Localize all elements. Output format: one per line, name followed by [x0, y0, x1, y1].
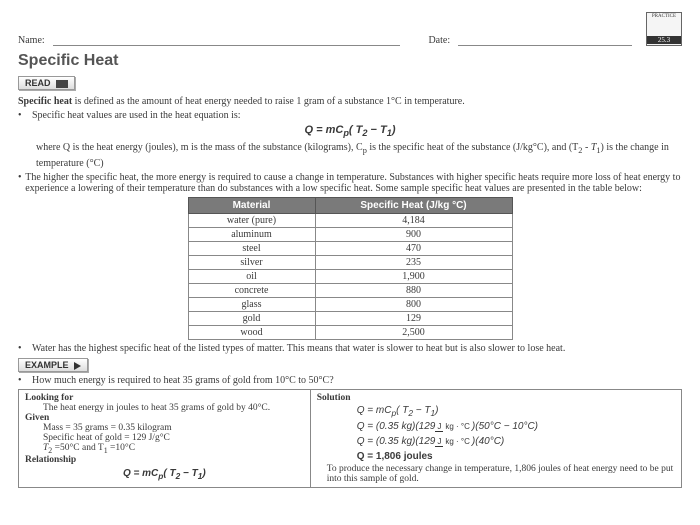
table-row: gold129	[188, 312, 512, 326]
materials-table: Material Specific Heat (J/kg °C) water (…	[188, 197, 513, 340]
given-3: T2 =50°C and T1 =10°C	[25, 443, 304, 455]
solution-equations: Q = mCp( T2 − T1) Q = (0.35 kg)(129Jkg ·…	[317, 403, 675, 464]
table-row: wood2,500	[188, 326, 512, 340]
date-line	[458, 33, 632, 46]
looking-for-head: Looking for	[25, 393, 304, 403]
example-question-text: How much energy is required to heat 35 g…	[32, 375, 334, 386]
def-text: is defined as the amount of heat energy …	[72, 96, 465, 107]
main-equation: Q = mCp( T2 − T1)	[18, 124, 682, 138]
table-row: silver235	[188, 256, 512, 270]
solution-answer: Q = 1,806 joules	[357, 449, 675, 464]
bullet-3-text: Water has the highest specific heat of t…	[32, 343, 565, 354]
table-row: aluminum900	[188, 228, 512, 242]
read-badge: READ	[18, 76, 75, 90]
given-head: Given	[25, 413, 304, 423]
given-2: Specific heat of gold = 129 J/g°C	[25, 433, 304, 443]
example-question: • How much energy is required to heat 35…	[18, 375, 682, 386]
page-title: Specific Heat	[18, 52, 682, 70]
play-icon	[74, 362, 81, 370]
name-line	[53, 33, 401, 46]
practice-number: 25.3	[647, 36, 681, 44]
practice-badge: PRACTICE 25.3	[646, 12, 682, 46]
relationship-equation: Q = mCp( T2 − T1)	[25, 468, 304, 481]
bullet-3: • Water has the highest specific heat of…	[18, 343, 682, 354]
col-specific-heat: Specific Heat (J/kg °C)	[315, 198, 512, 214]
example-table: Looking for The heat energy in joules to…	[18, 389, 682, 488]
table-row: oil1,900	[188, 270, 512, 284]
example-badge-label: EXAMPLE	[25, 360, 69, 370]
bullet-1: • Specific heat values are used in the h…	[18, 110, 682, 121]
def-term: Specific heat	[18, 96, 72, 107]
relationship-head: Relationship	[25, 455, 304, 465]
solution-head: Solution	[317, 393, 675, 403]
read-badge-label: READ	[25, 78, 51, 88]
where-text: where Q is the heat energy (joules), m i…	[18, 141, 682, 170]
header-row: Name: Date: PRACTICE 25.3	[18, 12, 682, 46]
given-1: Mass = 35 grams = 0.35 kilogram	[25, 423, 304, 433]
solution-text: To produce the necessary change in tempe…	[317, 464, 675, 484]
table-row: steel470	[188, 242, 512, 256]
example-badge: EXAMPLE	[18, 358, 88, 372]
bullet-2: • The higher the specific heat, the more…	[18, 172, 682, 194]
bullet-2-text: The higher the specific heat, the more e…	[25, 172, 682, 194]
practice-label: PRACTICE	[647, 13, 681, 19]
book-icon	[56, 80, 68, 88]
col-material: Material	[188, 198, 315, 214]
looking-for-text: The heat energy in joules to heat 35 gra…	[25, 403, 304, 413]
definition-paragraph: Specific heat is defined as the amount o…	[18, 95, 682, 108]
table-row: glass800	[188, 298, 512, 312]
bullet-1-text: Specific heat values are used in the hea…	[32, 110, 241, 121]
name-label: Name:	[18, 35, 45, 46]
table-row: water (pure)4,184	[188, 214, 512, 228]
table-row: concrete880	[188, 284, 512, 298]
date-label: Date:	[428, 35, 450, 46]
